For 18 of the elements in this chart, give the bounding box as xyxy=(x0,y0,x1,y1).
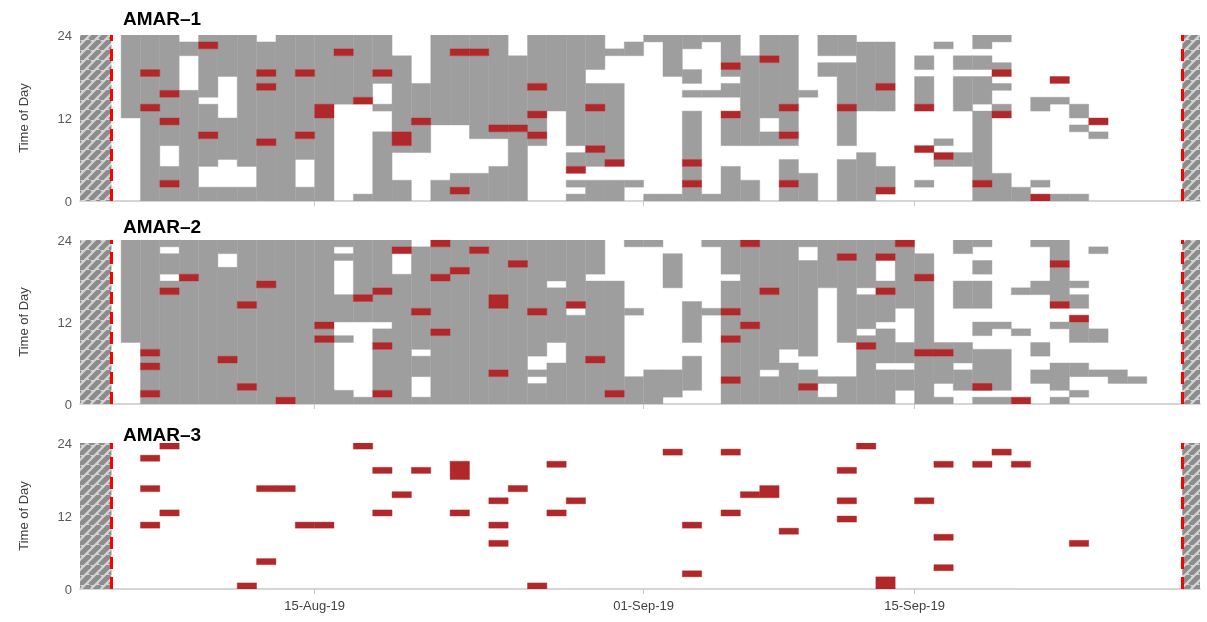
y-tick-label: 12 xyxy=(57,110,72,126)
chart-title: AMAR–2 xyxy=(123,216,202,237)
y-axis-title: Time of Day xyxy=(16,82,31,153)
chart-title: AMAR–3 xyxy=(123,424,202,445)
x-tick-label: 15-Sep-19 xyxy=(884,598,945,613)
y-tick-label: 0 xyxy=(64,193,72,209)
y-tick-label: 24 xyxy=(57,435,72,451)
y-tick-label: 12 xyxy=(57,508,72,524)
x-tick-label: 01-Sep-19 xyxy=(613,598,674,613)
x-tick-label: 15-Aug-19 xyxy=(284,598,345,613)
y-tick-label: 0 xyxy=(64,581,72,597)
y-tick-label: 24 xyxy=(57,27,72,43)
y-tick-label: 12 xyxy=(57,314,72,330)
y-tick-label: 0 xyxy=(64,396,72,412)
y-axis-title: Time of Day xyxy=(16,480,31,551)
y-tick-label: 24 xyxy=(57,232,72,248)
y-axis-title: Time of Day xyxy=(16,286,31,357)
chart-title: AMAR–1 xyxy=(123,8,202,29)
